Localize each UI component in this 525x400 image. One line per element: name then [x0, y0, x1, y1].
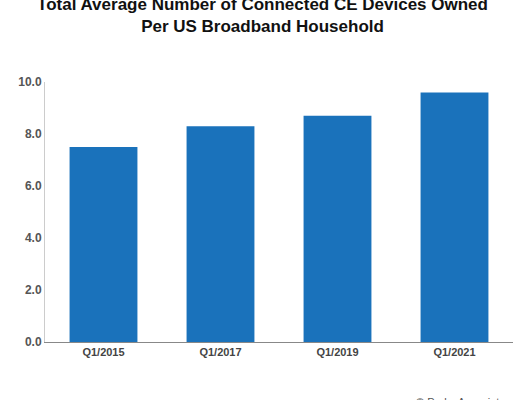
- svg-text:10.0: 10.0: [18, 75, 42, 89]
- svg-text:0.0: 0.0: [25, 335, 42, 349]
- svg-text:4.0: 4.0: [25, 231, 42, 245]
- svg-text:8.0: 8.0: [25, 127, 42, 141]
- svg-text:6.0: 6.0: [25, 179, 42, 193]
- svg-text:2.0: 2.0: [25, 283, 42, 297]
- svg-text:Total Average Number of Connec: Total Average Number of Connected CE Dev…: [37, 0, 488, 36]
- svg-text:© Parks Associates: © Parks Associates: [416, 396, 511, 400]
- svg-text:Q1/2021: Q1/2021: [433, 346, 475, 358]
- svg-text:Q1/2019: Q1/2019: [316, 346, 358, 358]
- svg-text:Q1/2015: Q1/2015: [82, 346, 124, 358]
- svg-text:Q1/2017: Q1/2017: [199, 346, 241, 358]
